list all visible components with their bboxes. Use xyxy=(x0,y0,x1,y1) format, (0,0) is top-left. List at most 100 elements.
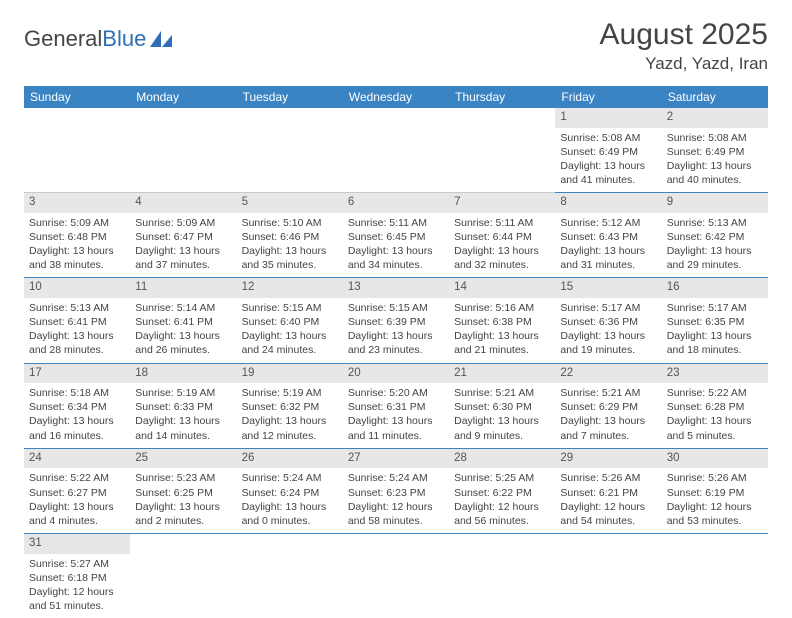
sunrise-text: Sunrise: 5:15 AM xyxy=(242,301,338,315)
calendar-cell: 20Sunrise: 5:20 AMSunset: 6:31 PMDayligh… xyxy=(343,363,449,448)
daylight-text: and 34 minutes. xyxy=(348,258,444,272)
day-number: 23 xyxy=(662,364,768,384)
sunset-text: Sunset: 6:49 PM xyxy=(560,145,656,159)
sunset-text: Sunset: 6:49 PM xyxy=(667,145,763,159)
day-number: 5 xyxy=(237,193,343,213)
daylight-text: and 41 minutes. xyxy=(560,173,656,187)
day-number: 25 xyxy=(130,449,236,469)
daylight-text: Daylight: 13 hours xyxy=(454,244,550,258)
daylight-text: and 26 minutes. xyxy=(135,343,231,357)
calendar-cell: 9Sunrise: 5:13 AMSunset: 6:42 PMDaylight… xyxy=(662,193,768,278)
daylight-text: Daylight: 13 hours xyxy=(242,329,338,343)
daylight-text: and 38 minutes. xyxy=(29,258,125,272)
calendar-cell: 1Sunrise: 5:08 AMSunset: 6:49 PMDaylight… xyxy=(555,108,661,193)
sunset-text: Sunset: 6:38 PM xyxy=(454,315,550,329)
calendar-cell xyxy=(237,108,343,193)
calendar-cell: 27Sunrise: 5:24 AMSunset: 6:23 PMDayligh… xyxy=(343,448,449,533)
sunset-text: Sunset: 6:43 PM xyxy=(560,230,656,244)
daylight-text: Daylight: 13 hours xyxy=(667,244,763,258)
sunrise-text: Sunrise: 5:21 AM xyxy=(560,386,656,400)
daylight-text: Daylight: 13 hours xyxy=(454,414,550,428)
calendar-cell: 5Sunrise: 5:10 AMSunset: 6:46 PMDaylight… xyxy=(237,193,343,278)
weekday-header: Sunday xyxy=(24,86,130,108)
sunset-text: Sunset: 6:39 PM xyxy=(348,315,444,329)
logo: GeneralBlue xyxy=(24,26,174,52)
day-number: 15 xyxy=(555,278,661,298)
day-number: 18 xyxy=(130,364,236,384)
daylight-text: Daylight: 13 hours xyxy=(667,329,763,343)
day-number: 4 xyxy=(130,193,236,213)
day-number: 29 xyxy=(555,449,661,469)
daylight-text: Daylight: 13 hours xyxy=(135,329,231,343)
daylight-text: Daylight: 12 hours xyxy=(667,500,763,514)
day-number: 11 xyxy=(130,278,236,298)
daylight-text: and 2 minutes. xyxy=(135,514,231,528)
day-number: 13 xyxy=(343,278,449,298)
daylight-text: and 32 minutes. xyxy=(454,258,550,272)
daylight-text: and 58 minutes. xyxy=(348,514,444,528)
day-number: 30 xyxy=(662,449,768,469)
day-number: 14 xyxy=(449,278,555,298)
sunrise-text: Sunrise: 5:08 AM xyxy=(560,131,656,145)
sunrise-text: Sunrise: 5:22 AM xyxy=(667,386,763,400)
calendar-cell: 31Sunrise: 5:27 AMSunset: 6:18 PMDayligh… xyxy=(24,534,130,618)
sunrise-text: Sunrise: 5:16 AM xyxy=(454,301,550,315)
calendar-cell: 12Sunrise: 5:15 AMSunset: 6:40 PMDayligh… xyxy=(237,278,343,363)
day-number: 8 xyxy=(555,193,661,213)
sunset-text: Sunset: 6:24 PM xyxy=(242,486,338,500)
sunset-text: Sunset: 6:46 PM xyxy=(242,230,338,244)
calendar-cell: 18Sunrise: 5:19 AMSunset: 6:33 PMDayligh… xyxy=(130,363,236,448)
weekday-header: Monday xyxy=(130,86,236,108)
daylight-text: and 24 minutes. xyxy=(242,343,338,357)
sunset-text: Sunset: 6:45 PM xyxy=(348,230,444,244)
day-number: 19 xyxy=(237,364,343,384)
calendar-cell xyxy=(662,534,768,618)
calendar-cell: 2Sunrise: 5:08 AMSunset: 6:49 PMDaylight… xyxy=(662,108,768,193)
calendar-cell: 14Sunrise: 5:16 AMSunset: 6:38 PMDayligh… xyxy=(449,278,555,363)
sunset-text: Sunset: 6:22 PM xyxy=(454,486,550,500)
calendar-cell: 21Sunrise: 5:21 AMSunset: 6:30 PMDayligh… xyxy=(449,363,555,448)
daylight-text: and 11 minutes. xyxy=(348,429,444,443)
daylight-text: Daylight: 13 hours xyxy=(242,414,338,428)
daylight-text: Daylight: 13 hours xyxy=(242,244,338,258)
day-number: 1 xyxy=(555,108,661,128)
daylight-text: Daylight: 12 hours xyxy=(29,585,125,599)
weekday-header: Wednesday xyxy=(343,86,449,108)
day-number: 7 xyxy=(449,193,555,213)
sunrise-text: Sunrise: 5:09 AM xyxy=(135,216,231,230)
sunrise-text: Sunrise: 5:19 AM xyxy=(135,386,231,400)
daylight-text: and 0 minutes. xyxy=(242,514,338,528)
calendar-row: 3Sunrise: 5:09 AMSunset: 6:48 PMDaylight… xyxy=(24,193,768,278)
daylight-text: and 51 minutes. xyxy=(29,599,125,613)
sunset-text: Sunset: 6:23 PM xyxy=(348,486,444,500)
calendar-cell: 29Sunrise: 5:26 AMSunset: 6:21 PMDayligh… xyxy=(555,448,661,533)
daylight-text: Daylight: 13 hours xyxy=(667,414,763,428)
daylight-text: Daylight: 13 hours xyxy=(560,244,656,258)
calendar-cell: 6Sunrise: 5:11 AMSunset: 6:45 PMDaylight… xyxy=(343,193,449,278)
calendar-row: 10Sunrise: 5:13 AMSunset: 6:41 PMDayligh… xyxy=(24,278,768,363)
weekday-header: Tuesday xyxy=(237,86,343,108)
calendar-cell xyxy=(24,108,130,193)
month-title: August 2025 xyxy=(600,18,768,52)
calendar-cell: 7Sunrise: 5:11 AMSunset: 6:44 PMDaylight… xyxy=(449,193,555,278)
daylight-text: Daylight: 13 hours xyxy=(29,414,125,428)
daylight-text: Daylight: 12 hours xyxy=(454,500,550,514)
sunrise-text: Sunrise: 5:13 AM xyxy=(667,216,763,230)
daylight-text: Daylight: 13 hours xyxy=(560,329,656,343)
logo-text-2: Blue xyxy=(102,26,146,52)
day-number: 17 xyxy=(24,364,130,384)
sunset-text: Sunset: 6:30 PM xyxy=(454,400,550,414)
sunrise-text: Sunrise: 5:12 AM xyxy=(560,216,656,230)
day-number: 26 xyxy=(237,449,343,469)
daylight-text: and 5 minutes. xyxy=(667,429,763,443)
sunset-text: Sunset: 6:33 PM xyxy=(135,400,231,414)
daylight-text: and 7 minutes. xyxy=(560,429,656,443)
calendar-row: 1Sunrise: 5:08 AMSunset: 6:49 PMDaylight… xyxy=(24,108,768,193)
daylight-text: and 14 minutes. xyxy=(135,429,231,443)
sunset-text: Sunset: 6:44 PM xyxy=(454,230,550,244)
daylight-text: Daylight: 12 hours xyxy=(348,500,444,514)
sunset-text: Sunset: 6:32 PM xyxy=(242,400,338,414)
daylight-text: and 56 minutes. xyxy=(454,514,550,528)
day-number: 27 xyxy=(343,449,449,469)
calendar-cell xyxy=(343,108,449,193)
